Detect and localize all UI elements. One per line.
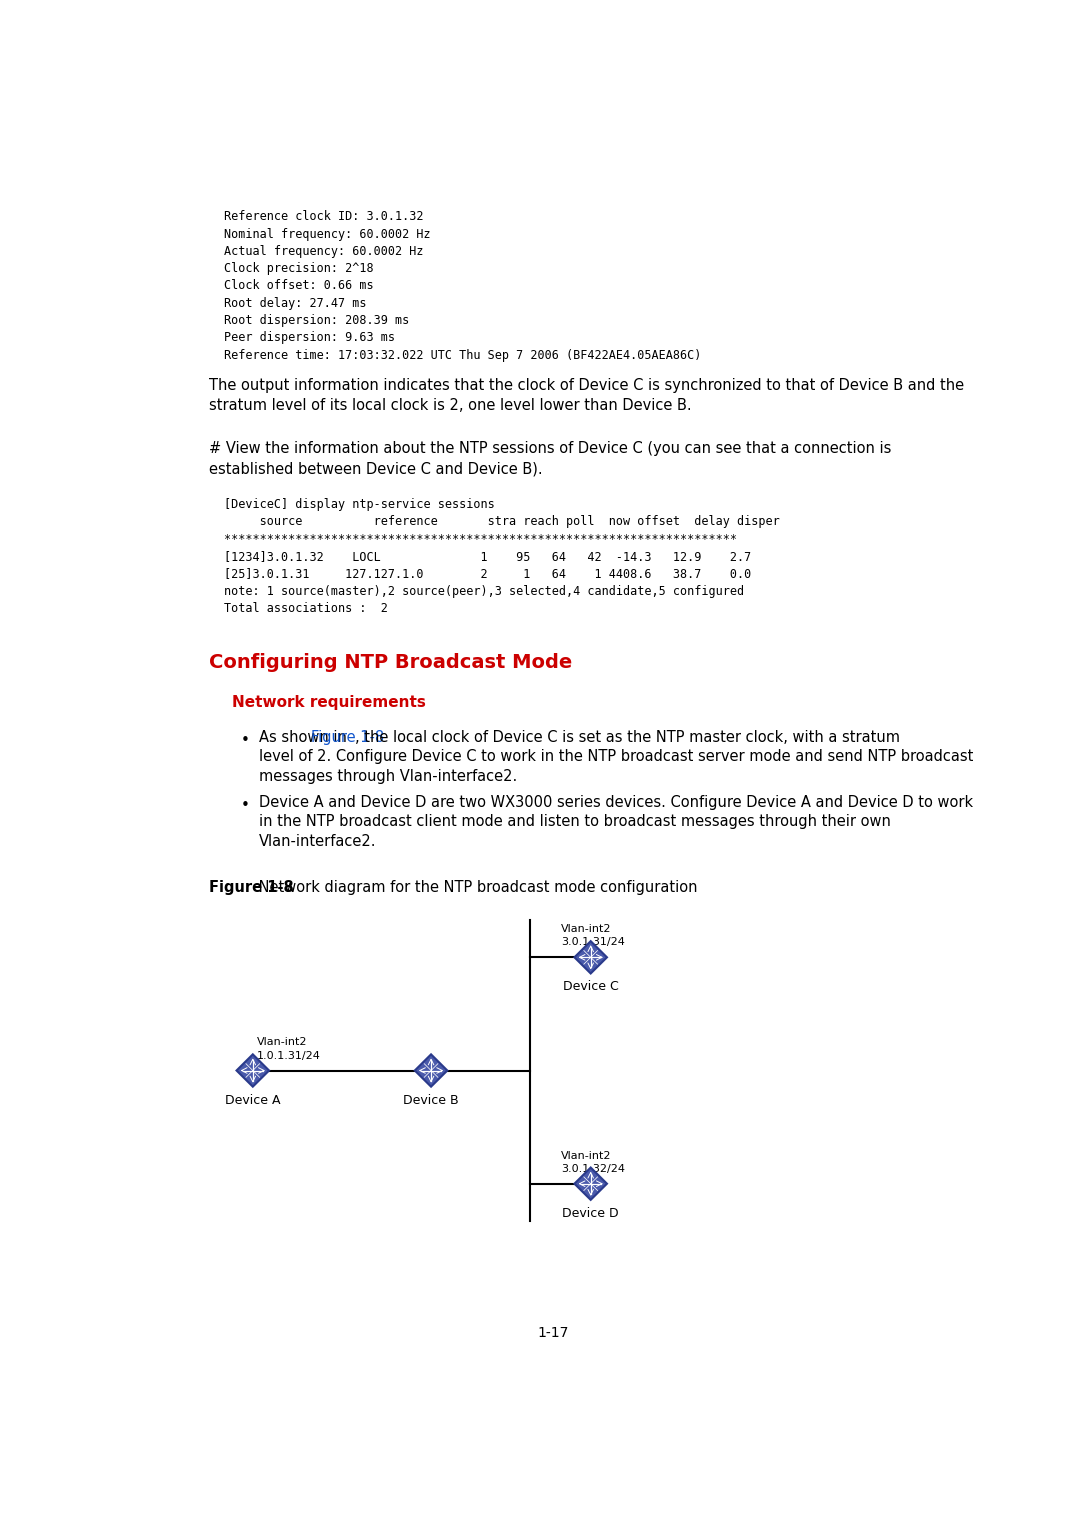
Text: Network requirements: Network requirements (232, 695, 426, 710)
Text: [1234]3.0.1.32    LOCL              1    95   64   42  -14.3   12.9    2.7: [1234]3.0.1.32 LOCL 1 95 64 42 -14.3 12.… (225, 550, 752, 563)
Text: Figure 1-8: Figure 1-8 (208, 881, 294, 895)
Polygon shape (575, 941, 607, 974)
Text: •: • (241, 799, 251, 814)
Text: Nominal frequency: 60.0002 Hz: Nominal frequency: 60.0002 Hz (225, 228, 431, 241)
Text: Device C: Device C (563, 980, 619, 994)
Text: level of 2. Configure Device C to work in the NTP broadcast server mode and send: level of 2. Configure Device C to work i… (259, 750, 973, 765)
Text: •: • (241, 733, 251, 748)
Text: Root delay: 27.47 ms: Root delay: 27.47 ms (225, 296, 366, 310)
Text: Device B: Device B (403, 1093, 459, 1107)
Text: Vlan-interface2.: Vlan-interface2. (259, 834, 377, 849)
Text: Reference time: 17:03:32.022 UTC Thu Sep 7 2006 (BF422AE4.05AEA86C): Reference time: 17:03:32.022 UTC Thu Sep… (225, 348, 702, 362)
Text: The output information indicates that the clock of Device C is synchronized to t: The output information indicates that th… (208, 379, 963, 392)
Text: Clock offset: 0.66 ms: Clock offset: 0.66 ms (225, 279, 374, 293)
Text: 1-17: 1-17 (538, 1325, 569, 1339)
Text: established between Device C and Device B).: established between Device C and Device … (208, 461, 542, 476)
Text: 3.0.1.32/24: 3.0.1.32/24 (562, 1164, 625, 1174)
Text: stratum level of its local clock is 2, one level lower than Device B.: stratum level of its local clock is 2, o… (208, 399, 691, 414)
Text: Device A: Device A (225, 1093, 281, 1107)
Polygon shape (575, 1168, 607, 1200)
Text: As shown in: As shown in (259, 730, 351, 745)
Text: Actual frequency: 60.0002 Hz: Actual frequency: 60.0002 Hz (225, 244, 423, 258)
Text: Vlan-int2: Vlan-int2 (562, 924, 611, 935)
Text: Reference clock ID: 3.0.1.32: Reference clock ID: 3.0.1.32 (225, 211, 423, 223)
Text: 1.0.1.31/24: 1.0.1.31/24 (257, 1051, 321, 1060)
Text: in the NTP broadcast client mode and listen to broadcast messages through their : in the NTP broadcast client mode and lis… (259, 814, 891, 829)
Text: Device A and Device D are two WX3000 series devices. Configure Device A and Devi: Device A and Device D are two WX3000 ser… (259, 796, 973, 811)
Text: note: 1 source(master),2 source(peer),3 selected,4 candidate,5 configured: note: 1 source(master),2 source(peer),3 … (225, 585, 744, 597)
Text: 3.0.1.31/24: 3.0.1.31/24 (562, 938, 625, 947)
Text: [DeviceC] display ntp-service sessions: [DeviceC] display ntp-service sessions (225, 498, 495, 512)
Text: Configuring NTP Broadcast Mode: Configuring NTP Broadcast Mode (208, 654, 572, 672)
Text: source          reference       stra reach poll  now offset  delay disper: source reference stra reach poll now off… (225, 516, 780, 528)
Text: Network diagram for the NTP broadcast mode configuration: Network diagram for the NTP broadcast mo… (254, 881, 698, 895)
Text: # View the information about the NTP sessions of Device C (you can see that a co: # View the information about the NTP ses… (208, 441, 891, 457)
Polygon shape (237, 1054, 269, 1087)
Text: [25]3.0.1.31     127.127.1.0        2     1   64    1 4408.6   38.7    0.0: [25]3.0.1.31 127.127.1.0 2 1 64 1 4408.6… (225, 568, 752, 580)
Text: Device D: Device D (563, 1206, 619, 1220)
Text: Figure 1-8: Figure 1-8 (311, 730, 384, 745)
Text: messages through Vlan-interface2.: messages through Vlan-interface2. (259, 768, 517, 783)
Text: , the local clock of Device C is set as the NTP master clock, with a stratum: , the local clock of Device C is set as … (354, 730, 900, 745)
Polygon shape (415, 1054, 447, 1087)
Text: Clock precision: 2^18: Clock precision: 2^18 (225, 263, 374, 275)
Text: Total associations :  2: Total associations : 2 (225, 602, 388, 615)
Text: Vlan-int2: Vlan-int2 (562, 1151, 611, 1161)
Text: Vlan-int2: Vlan-int2 (257, 1037, 307, 1048)
Text: Peer dispersion: 9.63 ms: Peer dispersion: 9.63 ms (225, 331, 395, 345)
Text: Root dispersion: 208.39 ms: Root dispersion: 208.39 ms (225, 315, 409, 327)
Text: ************************************************************************: ****************************************… (225, 533, 738, 545)
